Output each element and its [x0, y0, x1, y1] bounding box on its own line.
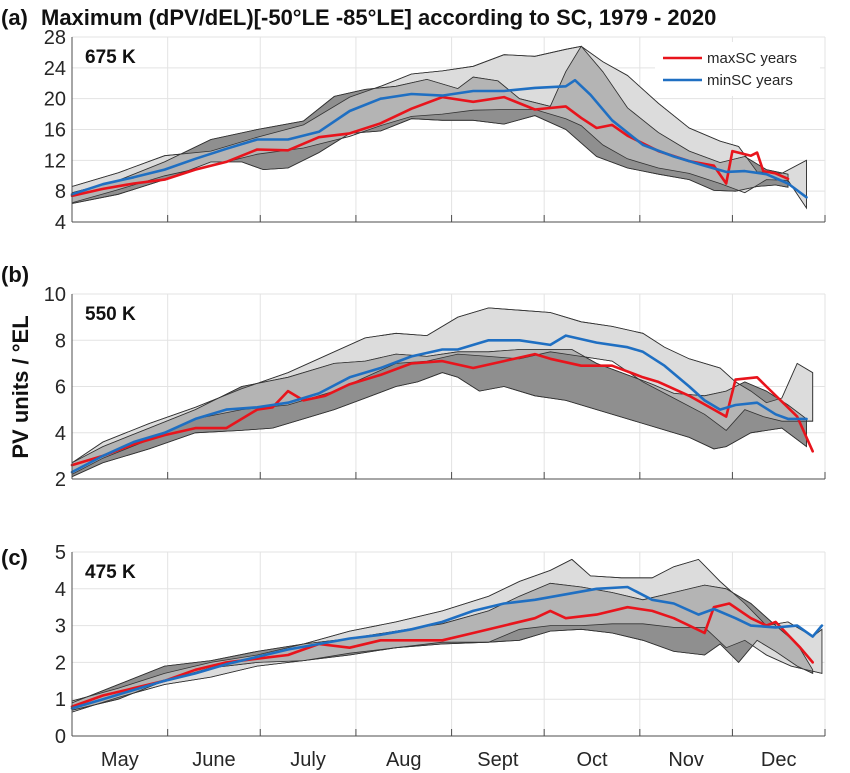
legend-box	[655, 42, 820, 96]
y-tick-label: 2	[55, 652, 66, 674]
line-maxSC	[70, 352, 814, 467]
y-tick-label: 3	[55, 616, 66, 638]
month-label: Nov	[668, 749, 704, 771]
y-tick-label: 0	[55, 726, 66, 748]
month-label: July	[290, 749, 326, 771]
band-overlap	[72, 583, 813, 711]
y-tick-label: 12	[44, 150, 66, 172]
level-label: 550 K	[85, 304, 136, 325]
y-tick-label: 4	[55, 579, 66, 601]
y-axis-label: PV units / °EL	[8, 315, 33, 458]
band-minSC-outline	[71, 307, 814, 476]
month-label: Dec	[761, 749, 797, 771]
line-minSC	[70, 585, 824, 710]
month-label: June	[192, 749, 235, 771]
panel-b: 2 4 6 8 10 550 K	[44, 284, 826, 491]
y-tick-label: 2	[55, 469, 66, 491]
y-tick-label: 1	[55, 689, 66, 711]
line-maxSC	[70, 95, 790, 198]
y-tick-label: 24	[44, 58, 66, 80]
panel-label-c: (c)	[1, 545, 28, 570]
month-label: Sept	[477, 749, 519, 771]
y-tick-label: 10	[44, 284, 66, 306]
month-label: May	[101, 749, 139, 771]
legend: maxSC years minSC years	[655, 42, 820, 96]
legend-label-maxSC: maxSC years	[707, 50, 797, 67]
line-minSC	[70, 334, 808, 474]
panel-label-b: (b)	[1, 262, 29, 287]
y-tick-label: 20	[44, 89, 66, 111]
panel-label-a: (a)	[1, 5, 28, 30]
y-tick-label: 28	[44, 27, 66, 49]
band-maxSC-outline	[71, 45, 789, 204]
line-minSC	[70, 78, 808, 199]
line-maxSC	[70, 602, 814, 708]
level-label: 475 K	[85, 562, 136, 583]
band-minSC-outline	[71, 558, 823, 713]
y-tick-label: 8	[55, 330, 66, 352]
chart-title: Maximum (dPV/dEL)[-50°LE -85°LE] accordi…	[41, 5, 716, 30]
month-labels: May June July Aug Sept Oct Nov Dec	[101, 749, 797, 771]
level-label: 675 K	[85, 47, 136, 68]
panel-c: 0 1 2 3 4 5 475 K	[55, 542, 826, 748]
y-tick-label: 5	[55, 542, 66, 564]
y-tick-label: 16	[44, 120, 66, 142]
y-tick-label: 6	[55, 377, 66, 399]
month-label: Oct	[576, 749, 608, 771]
y-tick-label: 8	[55, 181, 66, 203]
month-label: Aug	[386, 749, 422, 771]
y-tick-label: 4	[55, 212, 66, 234]
y-tick-label: 4	[55, 423, 66, 445]
legend-label-minSC: minSC years	[707, 72, 793, 89]
band-minSC-outline	[71, 45, 807, 210]
